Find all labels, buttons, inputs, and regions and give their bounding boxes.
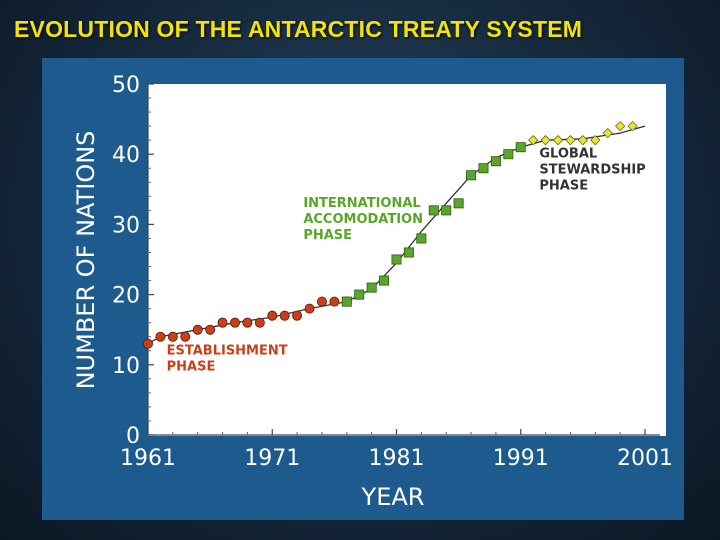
data-point-establishment <box>229 317 240 328</box>
phase-annotation: GLOBAL STEWARDSHIP PHASE <box>539 147 645 194</box>
data-point-establishment <box>279 310 290 321</box>
chart-panel: 0 10 20 30 40 50 1961 1971 1981 1991 2001 ESTABLIS… <box>42 58 684 520</box>
data-point-establishment <box>267 310 278 321</box>
data-point-accomodation <box>403 247 414 258</box>
x-tick-label: 1981 <box>369 446 425 471</box>
y-tick-label: 40 <box>112 143 140 168</box>
data-point-stewardship <box>602 127 613 139</box>
x-tick-label: 1961 <box>120 446 176 471</box>
data-point-stewardship <box>577 134 589 146</box>
data-point-accomodation <box>478 163 489 174</box>
data-point-establishment <box>242 317 253 328</box>
data-point-establishment <box>217 317 228 328</box>
data-point-establishment <box>304 303 315 314</box>
data-point-stewardship <box>540 134 551 146</box>
data-point-stewardship <box>565 134 576 146</box>
data-point-establishment <box>254 317 265 328</box>
trend-line <box>147 125 646 345</box>
phase-annotation: ESTABLISHMENT PHASE <box>167 343 288 374</box>
data-point-establishment <box>192 324 203 335</box>
data-point-establishment <box>292 310 303 321</box>
data-point-establishment <box>180 331 191 342</box>
phase-annotation: INTERNATIONAL ACCOMODATION PHASE <box>303 196 423 243</box>
data-point-establishment <box>155 331 166 342</box>
data-point-stewardship <box>528 134 539 146</box>
x-tick-label: 1971 <box>244 446 300 471</box>
slide-title: EVOLUTION OF THE ANTARCTIC TREATY SYSTEM <box>14 16 583 42</box>
x-tick-label: 1991 <box>493 446 549 471</box>
data-point-establishment <box>329 296 340 307</box>
data-point-establishment <box>167 331 178 342</box>
y-tick-label: 30 <box>112 213 140 238</box>
data-point-accomodation <box>453 198 464 209</box>
plot-area <box>148 84 666 436</box>
data-point-accomodation <box>391 254 402 265</box>
x-axis-title: YEAR <box>361 483 425 511</box>
y-tick-label: 10 <box>112 354 140 379</box>
data-point-accomodation <box>428 205 439 216</box>
data-point-accomodation <box>379 275 390 286</box>
data-point-accomodation <box>503 149 514 160</box>
data-point-accomodation <box>354 289 365 300</box>
x-tick-label: 2001 <box>617 446 673 471</box>
y-tick-label: 20 <box>112 284 140 309</box>
data-point-accomodation <box>441 205 452 216</box>
data-point-accomodation <box>466 170 477 181</box>
data-point-stewardship <box>590 134 601 146</box>
y-tick-label: 50 <box>112 73 140 98</box>
y-axis-title: NUMBER OF NATIONS <box>72 131 100 390</box>
data-point-accomodation <box>515 142 526 153</box>
data-point-establishment <box>143 338 154 349</box>
data-point-accomodation <box>490 156 501 167</box>
data-point-accomodation <box>341 296 352 307</box>
data-point-establishment <box>205 324 216 335</box>
data-point-accomodation <box>366 282 377 293</box>
data-point-stewardship <box>552 134 564 146</box>
chart-svg: 0 10 20 30 40 50 1961 1971 1981 1991 2001 ESTABLIS… <box>72 73 673 511</box>
data-point-establishment <box>316 296 327 307</box>
data-point-accomodation <box>416 233 427 244</box>
data-point-stewardship <box>627 120 638 132</box>
data-point-stewardship <box>614 120 626 132</box>
y-tick-label: 0 <box>126 424 140 449</box>
